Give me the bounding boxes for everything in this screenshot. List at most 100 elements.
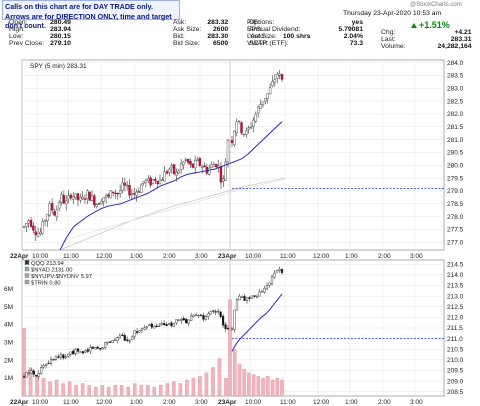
candle-body xyxy=(177,319,180,321)
y-tick-label: 213.5 xyxy=(447,283,464,290)
candle-body xyxy=(108,341,112,343)
candle-body xyxy=(67,195,70,200)
label: Last Size: xyxy=(247,33,277,40)
label: P/E: xyxy=(247,19,260,26)
candle-body xyxy=(163,171,166,182)
candle-body xyxy=(64,356,67,358)
candle-body xyxy=(143,327,146,330)
candle-body xyxy=(247,127,250,130)
candle-body xyxy=(187,319,190,324)
candle-body xyxy=(191,163,195,168)
note-line-1: Calls on this chart are for DAY TRADE on… xyxy=(5,2,154,11)
candle-body xyxy=(155,325,158,328)
candle-body xyxy=(254,113,258,122)
candle-body xyxy=(172,164,176,175)
candle-body xyxy=(131,336,134,340)
candle-body xyxy=(266,93,269,99)
quote-table-bidask: Ask: 283.32 Ask Size: 2600 Bid: 283.30 Bid … xyxy=(170,19,231,47)
candle-body xyxy=(273,79,277,83)
candle-body xyxy=(224,324,227,329)
faint-moving-average xyxy=(59,179,286,243)
value: 73.3 xyxy=(349,40,363,47)
candle-body xyxy=(123,182,127,186)
candle-body xyxy=(69,194,73,199)
up-arrow-icon xyxy=(411,23,417,28)
volume-bar xyxy=(247,372,251,397)
volume-bar xyxy=(61,383,65,397)
candle-body xyxy=(185,318,188,324)
candle-body xyxy=(36,233,40,237)
volume-bar xyxy=(237,363,242,397)
candle-body xyxy=(201,166,204,168)
x-tick-label: 3:00 xyxy=(410,253,423,260)
candle-body xyxy=(172,323,176,327)
candle-body xyxy=(261,101,265,106)
y-tick-label: 279.5 xyxy=(447,175,464,182)
candle-body xyxy=(263,288,266,293)
candle-body xyxy=(226,140,230,162)
y-tick-label: 277.0 xyxy=(447,239,464,246)
x-tick-label: 1:00 xyxy=(130,399,143,406)
candle-body xyxy=(167,323,171,325)
y-tick-label: 282.0 xyxy=(447,111,464,118)
volume-bar xyxy=(119,385,124,397)
trading-note: Calls on this chart are for DAY TRADE on… xyxy=(2,0,180,30)
y-tick-label: 279.0 xyxy=(447,188,464,195)
volume-bar xyxy=(191,378,196,397)
candle-body xyxy=(212,310,215,312)
x-tick-label: 3:00 xyxy=(195,253,208,260)
candle-body xyxy=(57,356,60,358)
volume-bar xyxy=(35,374,39,397)
candle-body xyxy=(49,359,53,364)
candle-body xyxy=(74,349,77,354)
candle-body xyxy=(260,291,264,293)
candle-body xyxy=(194,314,198,316)
x-tick-label: 23Apr xyxy=(218,253,237,260)
qqq-panel: 208.5 209.0 209.5 210.0 210.5 211.0 211.5 212.0… xyxy=(4,259,464,406)
candle-body xyxy=(208,167,211,175)
candle-body xyxy=(116,337,119,341)
candle-body xyxy=(240,122,243,134)
candle-body xyxy=(210,164,213,168)
candle-body xyxy=(30,370,33,374)
candle-body xyxy=(233,309,236,330)
candle-body xyxy=(179,163,183,170)
candle-body xyxy=(48,203,51,216)
candle-body xyxy=(81,196,84,199)
candle-body xyxy=(193,160,197,169)
candle-body xyxy=(203,165,206,168)
volume-bar xyxy=(133,383,137,397)
volume-tick-label: 5M xyxy=(4,304,13,311)
candle-body xyxy=(175,319,178,324)
candle-body xyxy=(106,341,109,344)
candle-body xyxy=(177,170,180,174)
volume-bar xyxy=(280,379,284,397)
y-tick-label: 214.0 xyxy=(447,272,464,279)
candle-body xyxy=(186,159,190,163)
candle-body xyxy=(255,296,259,298)
x-tick-label: 10:00 xyxy=(245,399,262,406)
candle-body xyxy=(275,270,279,273)
value: +4.21 xyxy=(454,29,472,36)
candle-body xyxy=(242,133,246,136)
candle-body xyxy=(148,324,151,326)
volume-bar xyxy=(48,381,52,397)
volume-bar xyxy=(275,378,280,397)
candle-body xyxy=(67,354,70,357)
y-tick-label: 214.5 xyxy=(447,261,464,268)
candle-body xyxy=(192,314,195,317)
volume-bar xyxy=(232,349,237,397)
candle-body xyxy=(128,340,131,342)
x-tick-label: 3:00 xyxy=(195,399,208,406)
candle-body xyxy=(259,104,262,109)
candle-body xyxy=(25,223,28,227)
volume-bar xyxy=(165,383,170,397)
x-tick-label: 2:00 xyxy=(163,399,176,406)
candle-body xyxy=(158,325,161,327)
label: Options: xyxy=(249,19,275,26)
candle-body xyxy=(276,73,279,79)
x-tick-label: 1:00 xyxy=(345,253,358,260)
candle-body xyxy=(29,219,33,227)
candle-body xyxy=(235,121,238,134)
